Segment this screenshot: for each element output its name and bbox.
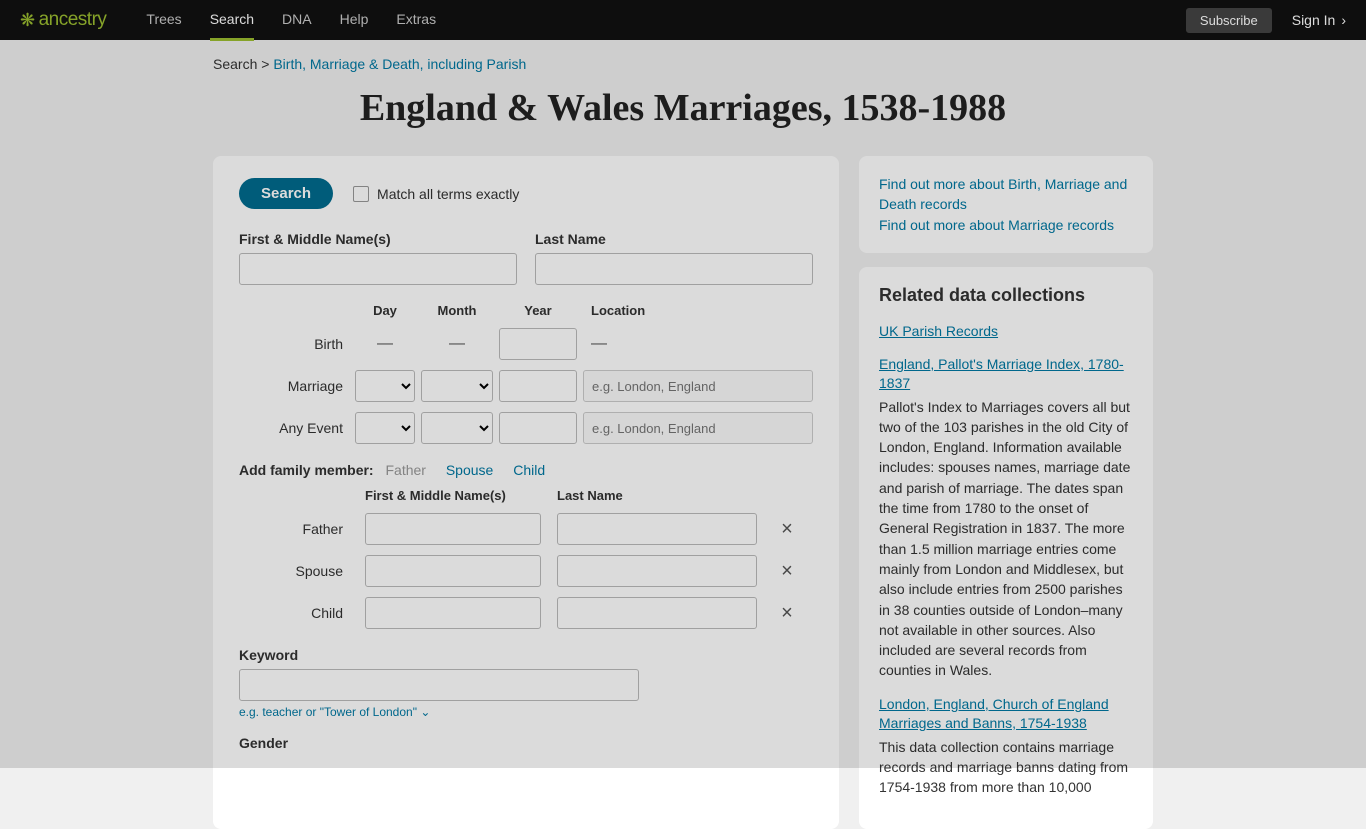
nav-search[interactable]: Search xyxy=(210,0,254,41)
match-all-checkbox[interactable] xyxy=(353,186,369,202)
info-card: Find out more about Birth, Marriage and … xyxy=(859,156,1153,253)
coll-london[interactable]: London, England, Church of England Marri… xyxy=(879,695,1133,733)
father-last-input[interactable] xyxy=(557,513,757,545)
keyword-label: Keyword xyxy=(239,647,813,663)
spouse-first-input[interactable] xyxy=(365,555,541,587)
child-first-input[interactable] xyxy=(365,597,541,629)
add-spouse-link[interactable]: Spouse xyxy=(446,462,493,478)
logo-text: ancestry xyxy=(39,9,107,31)
keyword-hint[interactable]: e.g. teacher or "Tower of London" ⌄ xyxy=(239,705,813,719)
any-day-select[interactable] xyxy=(355,412,415,444)
breadcrumb-sep: > xyxy=(257,56,273,72)
gender-label: Gender xyxy=(239,735,813,751)
spouse-row-label: Spouse xyxy=(239,563,349,579)
row-birth-label: Birth xyxy=(239,336,349,352)
first-name-input[interactable] xyxy=(239,253,517,285)
add-child-link[interactable]: Child xyxy=(513,462,545,478)
family-links: Father Spouse Child xyxy=(377,462,553,478)
any-month-select[interactable] xyxy=(421,412,493,444)
name-fields: First & Middle Name(s) Last Name xyxy=(239,231,813,285)
nav-extras[interactable]: Extras xyxy=(396,0,436,41)
spouse-last-input[interactable] xyxy=(557,555,757,587)
signin-label: Sign In xyxy=(1292,12,1336,28)
info-link-bmd[interactable]: Find out more about Birth, Marriage and … xyxy=(879,174,1133,215)
keyword-input[interactable] xyxy=(239,669,639,701)
search-top: Search Match all terms exactly xyxy=(239,178,813,209)
coll-pallot-desc: Pallot's Index to Marriages covers all b… xyxy=(879,397,1133,681)
page-title: England & Wales Marriages, 1538-1988 xyxy=(213,86,1153,130)
birth-day-dash: — xyxy=(355,335,415,353)
logo[interactable]: ❋ ancestry xyxy=(20,9,106,31)
first-name-group: First & Middle Name(s) xyxy=(239,231,517,285)
child-last-input[interactable] xyxy=(557,597,757,629)
related-heading: Related data collections xyxy=(879,285,1133,306)
row-marriage-label: Marriage xyxy=(239,378,349,394)
leaf-icon: ❋ xyxy=(20,10,35,31)
page-container: Search > Birth, Marriage & Death, includ… xyxy=(213,40,1153,829)
first-name-label: First & Middle Name(s) xyxy=(239,231,517,247)
search-card: Search Match all terms exactly First & M… xyxy=(213,156,839,829)
father-row-label: Father xyxy=(239,521,349,537)
remove-child-icon[interactable]: × xyxy=(773,602,801,625)
breadcrumb-root: Search xyxy=(213,56,257,72)
col-year: Year xyxy=(499,303,577,318)
match-all-label: Match all terms exactly xyxy=(377,186,519,202)
marriage-day-select[interactable] xyxy=(355,370,415,402)
match-all-row[interactable]: Match all terms exactly xyxy=(353,186,519,202)
father-first-input[interactable] xyxy=(365,513,541,545)
breadcrumb-link[interactable]: Birth, Marriage & Death, including Paris… xyxy=(273,56,526,72)
sidebar: Find out more about Birth, Marriage and … xyxy=(859,156,1153,829)
fam-first-head: First & Middle Name(s) xyxy=(365,488,541,503)
topbar: ❋ ancestry Trees Search DNA Help Extras … xyxy=(0,0,1366,40)
col-month: Month xyxy=(421,303,493,318)
nav-trees[interactable]: Trees xyxy=(146,0,181,41)
events-grid: Day Month Year Location Birth — — — Marr… xyxy=(239,303,813,444)
birth-month-dash: — xyxy=(421,335,493,353)
any-location-input[interactable] xyxy=(583,412,813,444)
signin-link[interactable]: Sign In › xyxy=(1292,12,1346,28)
info-link-marriage[interactable]: Find out more about Marriage records xyxy=(879,215,1133,235)
birth-loc-dash: — xyxy=(583,335,813,353)
row-any-label: Any Event xyxy=(239,420,349,436)
col-day: Day xyxy=(355,303,415,318)
nav-help[interactable]: Help xyxy=(340,0,369,41)
child-row-label: Child xyxy=(239,605,349,621)
coll-london-desc: This data collection contains marriage r… xyxy=(879,737,1133,798)
nav-dna[interactable]: DNA xyxy=(282,0,312,41)
breadcrumb: Search > Birth, Marriage & Death, includ… xyxy=(213,56,1153,72)
coll-pallot[interactable]: England, Pallot's Marriage Index, 1780-1… xyxy=(879,355,1133,393)
subscribe-button[interactable]: Subscribe xyxy=(1186,8,1272,33)
coll-uk-parish[interactable]: UK Parish Records xyxy=(879,322,1133,341)
last-name-label: Last Name xyxy=(535,231,813,247)
add-family-label: Add family member: Father Spouse Child xyxy=(239,462,813,478)
fam-last-head: Last Name xyxy=(557,488,757,503)
marriage-month-select[interactable] xyxy=(421,370,493,402)
search-button[interactable]: Search xyxy=(239,178,333,209)
topbar-left: ❋ ancestry Trees Search DNA Help Extras xyxy=(20,0,436,41)
marriage-location-input[interactable] xyxy=(583,370,813,402)
any-year-input[interactable] xyxy=(499,412,577,444)
chevron-down-icon: ⌄ xyxy=(420,705,430,719)
col-location: Location xyxy=(583,303,813,318)
topbar-right: Subscribe Sign In › xyxy=(1186,8,1346,33)
main-nav: Trees Search DNA Help Extras xyxy=(146,0,436,41)
add-father-link[interactable]: Father xyxy=(385,462,425,478)
family-grid: First & Middle Name(s) Last Name Father … xyxy=(239,488,813,629)
last-name-group: Last Name xyxy=(535,231,813,285)
related-card: Related data collections UK Parish Recor… xyxy=(859,267,1153,829)
marriage-year-input[interactable] xyxy=(499,370,577,402)
content-row: Search Match all terms exactly First & M… xyxy=(213,156,1153,829)
remove-spouse-icon[interactable]: × xyxy=(773,560,801,583)
last-name-input[interactable] xyxy=(535,253,813,285)
remove-father-icon[interactable]: × xyxy=(773,518,801,541)
chevron-right-icon: › xyxy=(1341,12,1346,28)
birth-year-input[interactable] xyxy=(499,328,577,360)
